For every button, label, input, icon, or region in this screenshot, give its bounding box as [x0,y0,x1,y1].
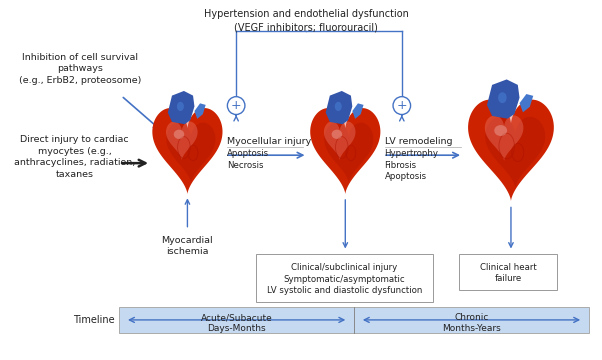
Ellipse shape [174,130,184,139]
Ellipse shape [332,130,342,139]
Circle shape [228,96,245,114]
Polygon shape [324,123,373,183]
Circle shape [393,96,411,114]
Polygon shape [326,91,352,124]
Polygon shape [166,123,216,183]
Ellipse shape [335,102,342,111]
Polygon shape [194,103,206,119]
Polygon shape [310,108,380,194]
Text: +: + [397,99,407,112]
Text: Acute/Subacute
Days-Months: Acute/Subacute Days-Months [200,313,273,333]
Text: Myocellular injury: Myocellular injury [227,137,311,146]
Text: LV remodeling: LV remodeling [385,137,452,146]
Text: Timeline: Timeline [73,315,114,325]
Text: Apoptosis
Necrosis: Apoptosis Necrosis [227,149,269,170]
FancyBboxPatch shape [459,255,557,290]
Polygon shape [520,94,533,112]
Polygon shape [485,115,523,161]
FancyBboxPatch shape [119,307,589,333]
Text: Direct injury to cardiac
myocytes (e.g.,
anthracyclines, radiation,
taxanes: Direct injury to cardiac myocytes (e.g.,… [14,135,135,179]
Ellipse shape [494,125,507,136]
Text: Clinical heart
failure: Clinical heart failure [480,263,536,283]
Ellipse shape [498,92,507,103]
Polygon shape [485,117,545,188]
Polygon shape [352,103,364,119]
Text: Clinical/subclinical injury
Symptomatic/asymptomatic
LV systolic and diastolic d: Clinical/subclinical injury Symptomatic/… [267,263,422,295]
Text: Chronic
Months-Years: Chronic Months-Years [442,313,501,333]
Polygon shape [468,100,554,201]
Text: +: + [231,99,241,112]
Polygon shape [168,91,194,124]
Text: Hypertrophy
Fibrosis
Apoptosis: Hypertrophy Fibrosis Apoptosis [385,149,439,181]
Polygon shape [324,121,355,160]
Text: Myocardial
ischemia: Myocardial ischemia [161,235,213,256]
FancyBboxPatch shape [256,255,433,302]
Text: Hypertension and endothelial dysfunction
(VEGF inhibitors; fluorouracil): Hypertension and endothelial dysfunction… [204,9,409,32]
Ellipse shape [177,102,184,111]
Polygon shape [487,80,520,119]
Polygon shape [152,108,223,194]
Polygon shape [166,121,197,160]
Text: Inhibition of cell survival
pathways
(e.g., ErbB2, proteosome): Inhibition of cell survival pathways (e.… [19,53,141,85]
